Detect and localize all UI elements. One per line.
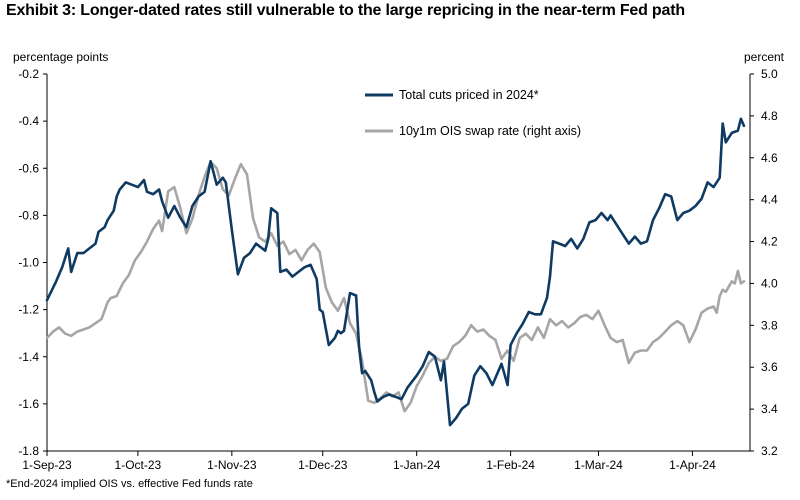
legend-item-total-cuts: Total cuts priced in 2024* <box>365 88 539 102</box>
right-tick-label: 4.2 <box>761 235 778 249</box>
tick-labels: percentage points percent -0.2 -0.4 -0.6 -0.8… <box>13 50 785 472</box>
right-tick-label: 4.6 <box>761 151 778 165</box>
footnote: *End-2024 implied OIS vs. effective Fed … <box>6 478 253 490</box>
total-cuts-line <box>45 117 746 427</box>
x-tick-label: 1-Apr-24 <box>669 458 716 472</box>
x-tick-label: 1-Mar-24 <box>574 458 623 472</box>
left-tick-label: -1.6 <box>18 397 39 411</box>
chart-axes <box>43 73 754 456</box>
x-tick-label: 1-Sep-23 <box>22 458 72 472</box>
left-tick-label: -1.4 <box>18 350 39 364</box>
right-axis-title: percent <box>744 50 785 64</box>
series-lines <box>45 117 746 427</box>
right-tick-label: 4.0 <box>761 276 778 290</box>
left-tick-label: -1.8 <box>18 444 39 458</box>
legend-label: Total cuts priced in 2024* <box>399 88 539 102</box>
left-tick-label: -0.6 <box>18 161 39 175</box>
right-tick-label: 4.8 <box>761 109 778 123</box>
x-tick-label: 1-Dec-23 <box>298 458 348 472</box>
left-axis-title: percentage points <box>13 50 108 64</box>
right-tick-label: 3.8 <box>761 318 778 332</box>
legend-item-ois-swap: 10y1m OIS swap rate (right axis) <box>365 124 581 138</box>
right-tick-label: 3.4 <box>761 402 778 416</box>
left-tick-label: -1.0 <box>18 256 39 270</box>
right-tick-label: 5.0 <box>761 67 778 81</box>
left-tick-label: -0.4 <box>18 114 39 128</box>
legend: Total cuts priced in 2024* 10y1m OIS swap… <box>365 88 581 138</box>
x-tick-label: 1-Oct-23 <box>115 458 162 472</box>
left-tick-label: -0.2 <box>18 67 39 81</box>
x-tick-label: 1-Nov-23 <box>207 458 257 472</box>
right-tick-label: 3.2 <box>761 444 778 458</box>
x-tick-label: 1-Jan-24 <box>393 458 441 472</box>
left-tick-label: -0.8 <box>18 208 39 222</box>
legend-label: 10y1m OIS swap rate (right axis) <box>399 124 581 138</box>
left-tick-label: -1.2 <box>18 303 39 317</box>
right-tick-label: 4.4 <box>761 193 778 207</box>
chart-title: Exhibit 3: Longer-dated rates still vuln… <box>6 2 685 19</box>
ois-swap-rate-line <box>45 160 746 413</box>
right-tick-label: 3.6 <box>761 360 778 374</box>
x-tick-label: 1-Feb-24 <box>486 458 535 472</box>
